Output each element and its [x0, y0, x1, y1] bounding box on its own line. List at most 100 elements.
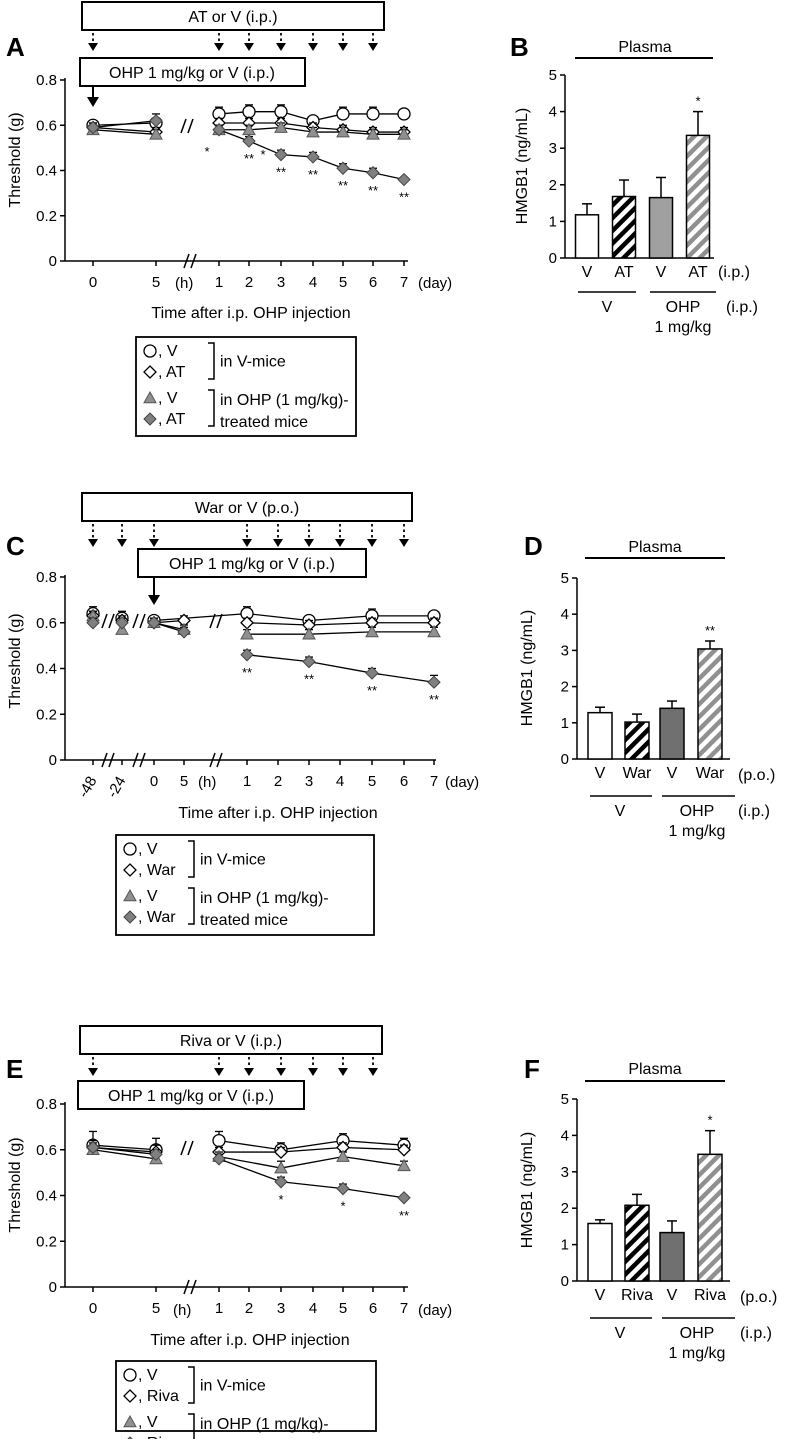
series-line	[92, 120, 157, 129]
x-title-e: Time after i.p. OHP injection	[150, 1332, 349, 1349]
data-point	[397, 1142, 411, 1157]
dose-arrow-head	[368, 43, 378, 51]
line-break	[216, 613, 223, 629]
legend-bracket	[208, 342, 215, 380]
group-ohp-d: OHP	[680, 803, 715, 820]
data-point	[212, 1133, 226, 1148]
dose-arrow-head	[88, 539, 98, 547]
x-tick-label: 5	[368, 773, 376, 790]
y-tick-label: 3	[561, 1164, 569, 1181]
data-point	[397, 107, 411, 121]
data-point	[365, 666, 379, 680]
line-chart-e: 00.20.40.60.80 5 1 2 3 4 5 6 7* ***	[36, 1096, 411, 1317]
panel-letter-e: E	[6, 1054, 23, 1084]
y-tick-label: 3	[549, 140, 557, 157]
panel-f: F Plasma 0 1 2 3 4 5 V Riva V Riva * HMGB1 (ng/mL)…	[519, 1054, 777, 1362]
significance-mark: **	[429, 692, 439, 707]
series-line	[308, 631, 373, 635]
series-line	[280, 126, 314, 133]
x-unit-h-c: (h)	[198, 774, 216, 791]
series-line	[92, 126, 157, 133]
significance-mark: *	[278, 1192, 283, 1207]
panel-c: C War or V (p.o.) OHP 1 mg/kg or V (i.p.…	[6, 492, 479, 936]
series-line	[246, 622, 310, 626]
series-line	[92, 129, 157, 135]
group-v-b: V	[602, 299, 613, 316]
x-unit-day-e: (day)	[418, 1302, 452, 1319]
data-point	[212, 123, 226, 137]
dose-arrow-head	[149, 539, 159, 547]
series-line	[280, 1181, 344, 1190]
data-point	[366, 127, 380, 140]
legend-marker	[143, 412, 157, 426]
axis-break	[190, 1279, 197, 1295]
y-tick-label: 4	[561, 606, 569, 623]
dose-arrow-head	[273, 539, 283, 547]
x-tick-label: 1	[215, 274, 223, 291]
line-break	[132, 613, 139, 629]
panel-a: A AT or V (i.p.) OHP 1 mg/kg or V (i.p.)…	[6, 1, 452, 437]
legend-box	[115, 1360, 377, 1432]
bar-chart-b: 0 1 2 3 4 5 V AT V AT *	[549, 67, 714, 281]
dose-arrow-head	[335, 539, 345, 547]
data-point	[177, 625, 191, 639]
x-title-a: Time after i.p. OHP injection	[151, 305, 350, 322]
y-tick-label: 0.6	[36, 117, 57, 134]
x-tick-label: -48	[75, 774, 101, 801]
y-tick-label: 0	[49, 253, 57, 270]
data-point	[365, 624, 379, 638]
bar	[648, 196, 674, 259]
series-line	[246, 654, 310, 663]
series-line	[342, 131, 374, 135]
data-point	[336, 1149, 350, 1162]
data-point	[147, 616, 161, 630]
bar-category-label: Riva	[621, 1287, 653, 1304]
x-tick-label: 0	[150, 773, 158, 790]
y-tick-label: 2	[561, 679, 569, 696]
significance-mark: **	[244, 151, 254, 166]
axis-break	[139, 752, 146, 768]
bar-category-label: V	[656, 264, 667, 281]
x-tick-label: 6	[369, 1300, 377, 1317]
series-line	[218, 129, 250, 142]
group-v-f: V	[615, 1325, 626, 1342]
x-tick-label: 0	[89, 1300, 97, 1317]
data-point	[397, 1158, 411, 1172]
panel-letter-a: A	[6, 32, 25, 62]
dose-arrow-head	[276, 1068, 286, 1076]
axis-break	[108, 752, 115, 768]
drug-route-f: (p.o.)	[740, 1289, 777, 1306]
x-tick-label: 3	[277, 1300, 285, 1317]
significance-mark: *	[707, 1113, 712, 1128]
y-tick-label: 0.8	[36, 569, 57, 586]
dose-arrow-head	[117, 539, 127, 547]
line-break	[187, 1140, 194, 1156]
series-line	[153, 612, 248, 622]
data-point	[274, 147, 288, 162]
significance-mark: **	[304, 672, 314, 687]
dose-arrow-head	[242, 539, 252, 547]
legend-group-v-mice: in V-mice	[220, 354, 286, 371]
data-point	[240, 627, 254, 640]
bar-category-label: War	[696, 765, 725, 782]
data-point	[366, 166, 380, 180]
significance-mark: **	[368, 183, 378, 198]
x-tick-label: 0	[89, 274, 97, 291]
data-point	[149, 127, 163, 140]
series-line	[92, 1149, 157, 1160]
line-break	[139, 613, 146, 629]
ohp-route-f: (i.p.)	[740, 1325, 772, 1342]
y-tick-label: 4	[549, 104, 557, 121]
drug-box-e	[79, 1025, 383, 1055]
y-tick-label: 0	[561, 1273, 569, 1290]
group-ohp-dose-d: 1 mg/kg	[669, 823, 726, 840]
line-break	[180, 118, 187, 134]
data-point	[427, 675, 441, 689]
x-tick-label: 6	[369, 274, 377, 291]
x-tick-label: 7	[400, 1300, 408, 1317]
legend-bracket	[188, 1366, 195, 1404]
axis-break	[216, 752, 223, 768]
drug-box-c-label: War or V (p.o.)	[195, 500, 299, 517]
bar-category-label: V	[582, 264, 593, 281]
